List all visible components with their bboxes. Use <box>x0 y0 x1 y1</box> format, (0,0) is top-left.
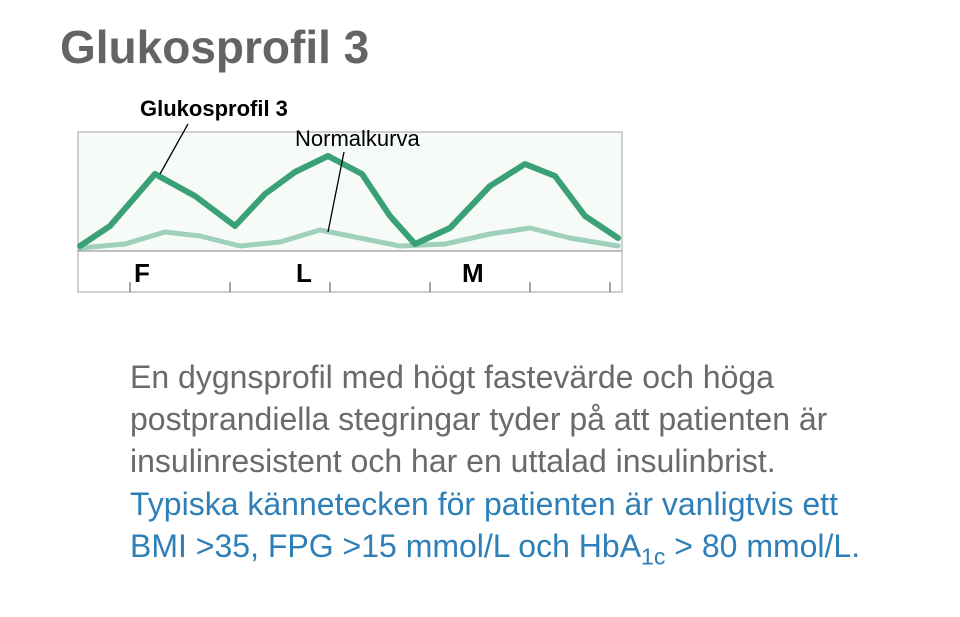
accent-post: > 80 mmol/L. <box>665 528 860 564</box>
x-axis-label: F <box>134 258 150 289</box>
x-axis-label: L <box>296 258 312 289</box>
body-paragraph: En dygnsprofil med högt fastevärde och h… <box>130 356 880 572</box>
page-title: Glukosprofil 3 <box>60 20 900 74</box>
chart-label-normalkurva: Normalkurva <box>295 126 420 152</box>
chart-label-glukosprofil: Glukosprofil 3 <box>140 96 288 122</box>
glucose-profile-chart: Glukosprofil 3 Normalkurva F L M <box>70 96 630 316</box>
accent-subscript: 1c <box>641 543 665 569</box>
paragraph-accent: Typiska kännetecken för patienten är van… <box>130 486 860 564</box>
x-axis-label: M <box>462 258 484 289</box>
paragraph-line-1: En dygnsprofil med högt fastevärde och h… <box>130 359 827 479</box>
